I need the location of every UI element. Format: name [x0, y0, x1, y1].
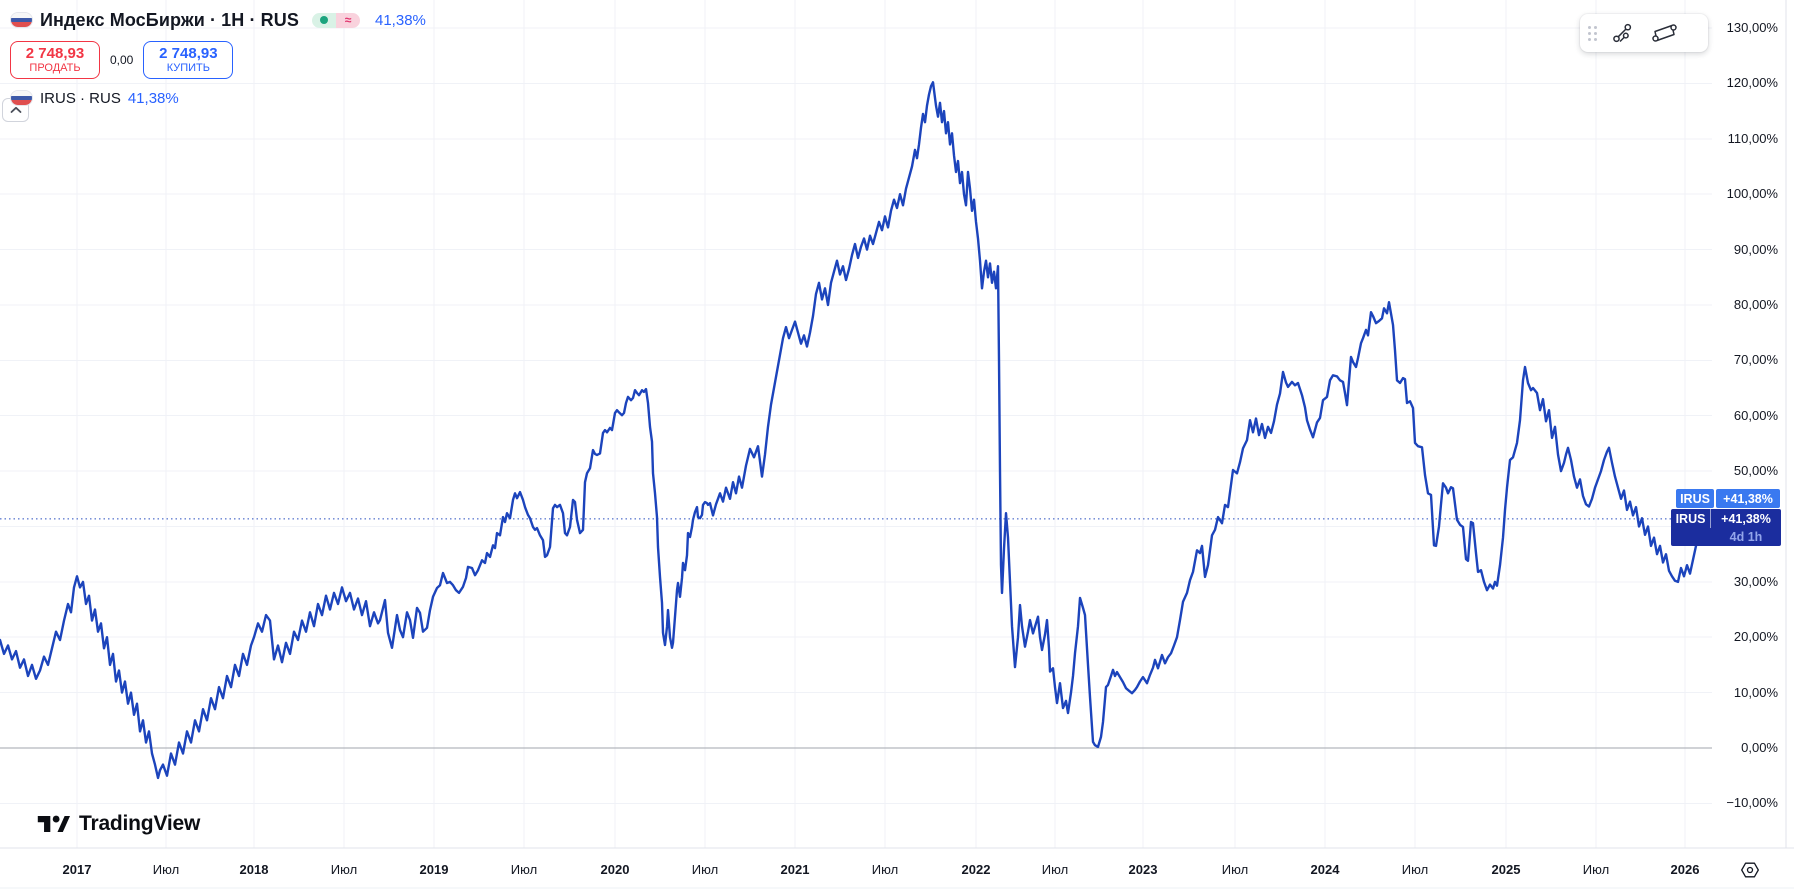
price-scale-label: 50,00% — [1733, 463, 1778, 479]
symbol-legend: Индекс МосБиржи · 1H · RUS ≈ 41,38% 2 74… — [10, 8, 426, 108]
buy-label: КУПИТЬ — [166, 62, 210, 75]
time-scale-month-label: Июл — [1041, 862, 1069, 877]
price-line-series — [0, 81, 1707, 780]
market-open-icon — [312, 12, 336, 28]
price-scale-label: 110,00% — [1727, 130, 1778, 146]
parallel-channel-tool-button[interactable] — [1647, 18, 1681, 48]
price-scale-label: 80,00% — [1733, 296, 1778, 312]
tradingview-logo[interactable]: TradingView — [36, 810, 200, 838]
time-scale-month-label: Июл — [1582, 862, 1610, 877]
trade-buttons-row: 2 748,93 ПРОДАТЬ 0,00 2 748,93 КУПИТЬ — [10, 40, 426, 80]
price-scale-label: 0,00% — [1741, 740, 1778, 755]
tradingview-wordmark: TradingView — [79, 812, 201, 835]
buy-price: 2 748,93 — [159, 45, 218, 63]
tradingview-mark-icon — [37, 815, 70, 833]
trend-line-tool-button[interactable] — [1605, 18, 1639, 48]
price-scale-label: −10,00% — [1726, 795, 1778, 811]
sell-label: ПРОДАТЬ — [29, 62, 81, 75]
time-scale-month-label: Июл — [152, 862, 180, 877]
price-scale-label: 90,00% — [1733, 241, 1778, 257]
series-change-percent: 41,38% — [127, 89, 179, 107]
time-scale-month-label: Июл — [1221, 862, 1249, 877]
russia-flag-icon — [10, 12, 33, 28]
parallel-channel-icon — [1652, 24, 1677, 42]
hexagon-eye-icon — [1741, 862, 1759, 878]
sell-price: 2 748,93 — [25, 45, 85, 63]
time-scale-year-label: 2022 — [961, 862, 991, 877]
time-scale-year-label: 2019 — [419, 862, 449, 877]
price-scale-label: 10,00% — [1733, 684, 1778, 700]
time-scale-year-label: 2020 — [600, 862, 630, 877]
russia-flag-icon — [10, 90, 33, 106]
time-scale-year-label: 2017 — [62, 862, 92, 877]
drawing-toolbar — [1580, 14, 1708, 52]
price-scale-label: 120,00% — [1726, 75, 1778, 91]
price-scale-label: 20,00% — [1733, 629, 1778, 645]
time-axis-settings-button[interactable] — [1737, 857, 1763, 883]
time-scale-month-label: Июл — [510, 862, 538, 877]
price-label-ticker: IRUS — [1671, 509, 1711, 528]
time-scale-year-label: 2026 — [1670, 862, 1700, 877]
chevron-up-icon — [10, 106, 21, 113]
symbol-title[interactable]: Индекс МосБиржи · 1H · RUS — [40, 9, 299, 30]
approx-data-icon: ≈ — [336, 12, 360, 28]
time-scale-year-label: 2025 — [1491, 862, 1521, 877]
price-label-primary[interactable]: IRUS +41,38% — [1676, 489, 1780, 508]
price-label-ticker: IRUS — [1676, 489, 1714, 508]
price-scale-label: 100,00% — [1726, 186, 1778, 202]
sell-button[interactable]: 2 748,93 ПРОДАТЬ — [10, 41, 100, 79]
price-label-value: +41,38% — [1716, 489, 1780, 508]
price-label-secondary[interactable]: IRUS +41,38% 4d 1h — [1671, 509, 1781, 546]
spread-value: 0,00 — [110, 53, 134, 67]
series-name[interactable]: IRUS · RUS — [40, 89, 121, 107]
symbol-change-percent: 41,38% — [375, 11, 426, 29]
price-scale-label: 60,00% — [1733, 407, 1778, 423]
time-scale-month-label: Июл — [1401, 862, 1429, 877]
time-scale-month-label: Июл — [871, 862, 899, 877]
series-legend-row[interactable]: IRUS · RUS 41,38% — [10, 88, 426, 108]
price-scale-label: 30,00% — [1733, 573, 1778, 589]
time-scale-year-label: 2021 — [780, 862, 810, 877]
time-scale-year-label: 2023 — [1128, 862, 1158, 877]
price-scale-label: 130,00% — [1726, 20, 1778, 36]
drag-handle-icon[interactable] — [1588, 25, 1597, 41]
bar-countdown: 4d 1h — [1729, 530, 1763, 544]
buy-button[interactable]: 2 748,93 КУПИТЬ — [143, 41, 234, 79]
price-scale-label: 70,00% — [1733, 352, 1778, 368]
time-scale-year-label: 2018 — [239, 862, 269, 877]
time-scale-month-label: Июл — [691, 862, 719, 877]
symbol-title-row[interactable]: Индекс МосБиржи · 1H · RUS ≈ 41,38% — [10, 8, 426, 32]
price-label-value: +41,38% — [1721, 511, 1771, 526]
trend-line-icon — [1613, 23, 1632, 43]
time-scale-month-label: Июл — [330, 862, 358, 877]
time-scale-year-label: 2024 — [1310, 862, 1340, 877]
market-status-toggle[interactable]: ≈ — [312, 12, 360, 28]
